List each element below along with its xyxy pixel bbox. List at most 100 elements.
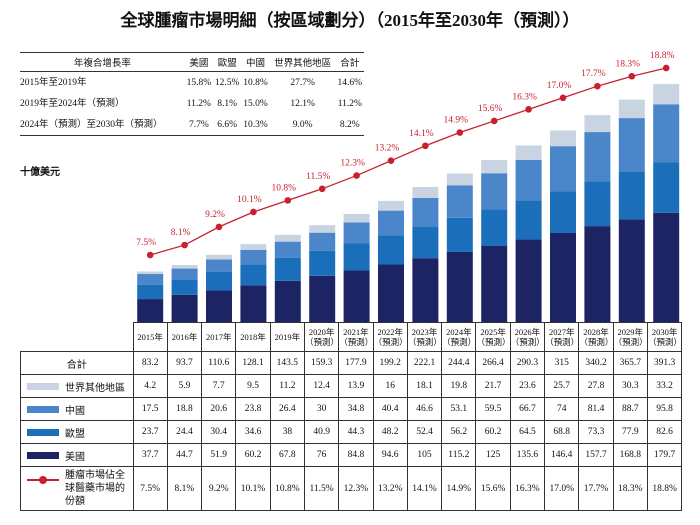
data-cell: 38 (269, 420, 305, 444)
data-cell: 64.5 (509, 420, 546, 444)
bar-segment (412, 186, 439, 198)
bar-segment (274, 234, 301, 242)
cagr-cell: 2019年至2024年（預測） (20, 98, 125, 109)
bar-segment (481, 246, 508, 322)
data-cell: 27.8 (578, 374, 614, 398)
cagr-header: 世界其他地區 (269, 52, 336, 72)
cagr-cell: 12.5% (214, 77, 240, 88)
cagr-cell: 6.6% (213, 114, 242, 136)
cagr-header: 年複合增長率 (20, 52, 185, 72)
data-cell: 18.8% (646, 466, 683, 511)
share-point (422, 142, 429, 150)
data-cell: 315 (544, 351, 580, 375)
data-cell: 13.9 (338, 374, 374, 398)
data-cell: 128.1 (235, 351, 271, 375)
data-cell: 8.1% (166, 466, 203, 511)
data-cell: 12.4 (303, 374, 340, 398)
share-label: 14.1% (409, 129, 434, 139)
year-header: 2021年（預測） (338, 322, 374, 352)
legend-swatch (27, 405, 59, 413)
bar-segment (618, 99, 645, 119)
share-point (215, 223, 223, 231)
row-label: 腫瘤市場佔全球醫藥市場的份額 (20, 466, 134, 511)
share-point (318, 185, 326, 193)
bar-segment (309, 275, 336, 322)
data-cell: 66.7 (509, 397, 546, 421)
bar-segment (137, 284, 164, 300)
share-label: 17.7% (581, 69, 606, 79)
row-label-text: 中國 (65, 405, 85, 417)
data-cell: 17.5 (132, 397, 168, 421)
cagr-cell: 11.2% (186, 98, 211, 109)
bar-segment (137, 299, 164, 322)
row-label-text: 腫瘤市場佔全球醫藥市場的份額 (65, 470, 125, 507)
data-row: 歐盟 23.7 24.4 30.4 34.6 38 40.9 44.3 48.2 52.4 56.2… (20, 420, 683, 444)
share-label: 9.2% (205, 210, 225, 220)
row-label-text: 歐盟 (65, 428, 85, 440)
cagr-row: 2015年至2019年 15.8% 12.5% 10.8% 27.7% 14.6% (20, 72, 364, 94)
data-cell: 15.6% (475, 466, 511, 511)
bar-segment (584, 115, 611, 133)
bar-segment (446, 217, 473, 252)
share-label: 15.6% (478, 104, 503, 114)
bar-segment (378, 235, 404, 265)
share-label: 17.0% (547, 81, 572, 91)
data-cell: 18.3% (612, 466, 648, 511)
data-cell: 10.1% (235, 466, 271, 511)
data-cell: 53.1 (441, 397, 477, 421)
data-cell: 68.8 (544, 420, 580, 444)
bar-segment (515, 159, 542, 201)
data-row: 合計 83.2 93.7 110.6 128.1 143.5 159.3 177.9 199.2… (20, 351, 683, 375)
share-point (628, 72, 636, 80)
data-cell: 94.6 (372, 443, 408, 467)
data-cell: 179.7 (646, 443, 683, 467)
data-cell: 157.7 (578, 443, 614, 467)
cagr-cell: 9.0% (269, 114, 336, 136)
cagr-cell: 2024年（預測）至2030年（預測） (20, 114, 185, 136)
year-header: 2025年（預測） (475, 322, 511, 352)
share-label: 11.5% (306, 172, 330, 182)
legend-line-marker (27, 475, 59, 484)
row-label: 歐盟 (20, 420, 134, 444)
data-cell: 105 (406, 443, 443, 467)
bar-segment (481, 173, 508, 210)
data-cell: 23.8 (235, 397, 271, 421)
data-cell: 26.4 (269, 397, 305, 421)
year-header: 2023年（預測） (406, 322, 443, 352)
data-cell: 30.4 (201, 420, 237, 444)
data-cell: 37.7 (132, 443, 168, 467)
share-point (181, 241, 188, 249)
bar-segment (653, 104, 680, 163)
data-cell: 20.6 (201, 397, 237, 421)
corner-cell (20, 322, 134, 352)
cagr-cell: 2015年至2019年 (20, 77, 87, 88)
year-header: 2026年（預測） (509, 322, 546, 352)
data-cell: 365.7 (612, 351, 648, 375)
data-cell: 19.8 (441, 374, 477, 398)
data-row: 中國 17.5 18.8 20.6 23.8 26.4 30 34.8 40.4 46.6 53.1… (20, 397, 683, 421)
year-header: 2015年 (132, 322, 168, 352)
share-point (490, 117, 498, 125)
bar-segment (240, 249, 267, 265)
bar-segment (309, 250, 336, 276)
data-cell: 18.8 (166, 397, 203, 421)
data-cell: 24.4 (166, 420, 203, 444)
cagr-cell: 27.7% (290, 77, 315, 88)
cagr-header: 中國 (241, 52, 270, 72)
data-cell: 67.8 (269, 443, 305, 467)
bar-segment (206, 290, 232, 322)
cagr-row: 2019年至2024年（預測） 11.2% 8.1% 15.0% 12.1% 11.2% (20, 93, 364, 114)
bar-segment (550, 191, 576, 233)
share-point (456, 129, 464, 136)
data-cell: 135.6 (509, 443, 546, 467)
data-cell: 14.1% (406, 466, 443, 511)
legend-dot (39, 475, 47, 484)
data-row: 美國 37.7 44.7 51.9 60.2 67.8 76 84.8 94.6 105 115.2… (20, 443, 683, 467)
legend-swatch (27, 382, 59, 390)
share-label: 10.8% (272, 183, 297, 193)
data-cell: 40.4 (372, 397, 408, 421)
year-header: 2017年 (201, 322, 237, 352)
data-cell: 16 (372, 374, 408, 398)
data-cell: 95.8 (646, 397, 683, 421)
cagr-cell: 15.0% (243, 98, 268, 109)
